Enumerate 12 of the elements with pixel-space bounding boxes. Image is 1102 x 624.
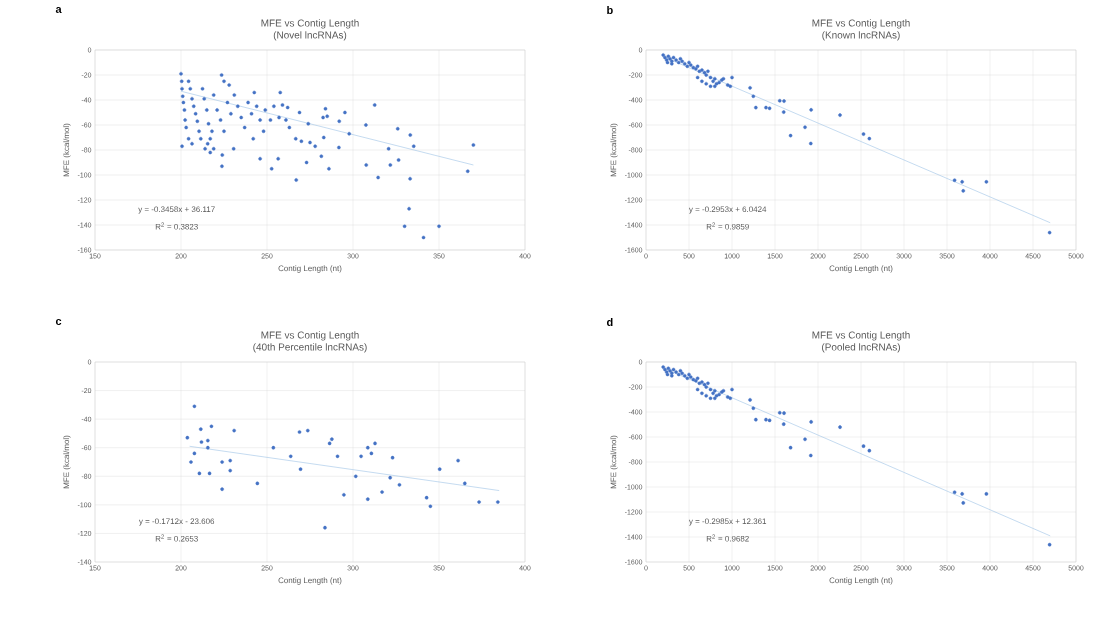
text: d <box>606 317 613 327</box>
text: a <box>55 7 62 13</box>
chart-title: MFE vs Contig Length <box>261 19 359 29</box>
chart-subtitle: (Novel lncRNAs) <box>273 31 347 41</box>
text: c <box>55 319 62 325</box>
chart-subtitle: (Pooled lncRNAs) <box>822 343 900 353</box>
chart-title: MFE vs Contig Length <box>812 331 910 341</box>
text: b <box>607 5 613 15</box>
chart-subtitle: (Known lncRNAs) <box>822 31 900 41</box>
chart-title: MFE vs Contig Length <box>812 19 910 29</box>
chart-title: MFE vs Contig Length <box>261 331 359 341</box>
chart-subtitle: (40th Percentile lncRNAs) <box>253 343 367 353</box>
